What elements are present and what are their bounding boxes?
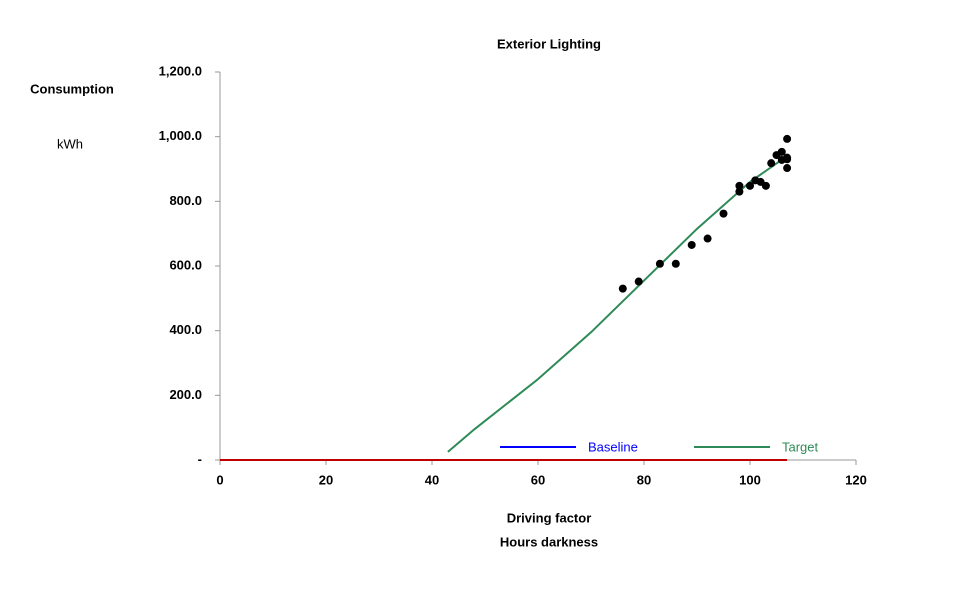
data-point	[735, 181, 744, 190]
y-tick-label: 400.0	[169, 322, 202, 337]
y-tick-label: 800.0	[169, 193, 202, 208]
x-tick-label: 80	[637, 472, 651, 487]
x-tick-label: 120	[845, 472, 867, 487]
y-tick-label: -	[198, 451, 202, 466]
y-tick-label: 200.0	[169, 387, 202, 402]
data-point	[618, 284, 627, 293]
y-tick-label: 1,200.0	[159, 63, 202, 78]
x-tick-label: 20	[319, 472, 333, 487]
data-point	[687, 240, 696, 249]
x-tick-label: 100	[739, 472, 761, 487]
x-axis-label: Driving factor	[507, 510, 592, 525]
y-tick-label: 1,000.0	[159, 128, 202, 143]
x-axis-unit: Hours darkness	[500, 534, 598, 549]
legend-label: Target	[782, 439, 819, 454]
data-point	[671, 259, 680, 268]
x-tick-label: 0	[216, 472, 223, 487]
y-axis-label: Consumption	[30, 81, 114, 96]
data-point	[735, 187, 744, 196]
data-point	[719, 209, 728, 218]
data-point	[783, 134, 792, 143]
data-point	[783, 164, 792, 173]
y-tick-label: 600.0	[169, 257, 202, 272]
data-point	[783, 155, 792, 164]
data-point	[777, 147, 786, 156]
y-axis-unit: kWh	[57, 136, 83, 151]
series-line	[447, 155, 788, 453]
data-point	[746, 181, 754, 190]
data-point	[703, 234, 712, 243]
legend-label: Baseline	[588, 439, 638, 454]
x-tick-label: 60	[531, 472, 545, 487]
data-point	[761, 181, 770, 190]
chart-title: Exterior Lighting	[497, 36, 601, 51]
data-point	[655, 259, 664, 268]
data-point	[767, 159, 776, 168]
data-point	[634, 277, 643, 286]
x-tick-label: 40	[425, 472, 439, 487]
